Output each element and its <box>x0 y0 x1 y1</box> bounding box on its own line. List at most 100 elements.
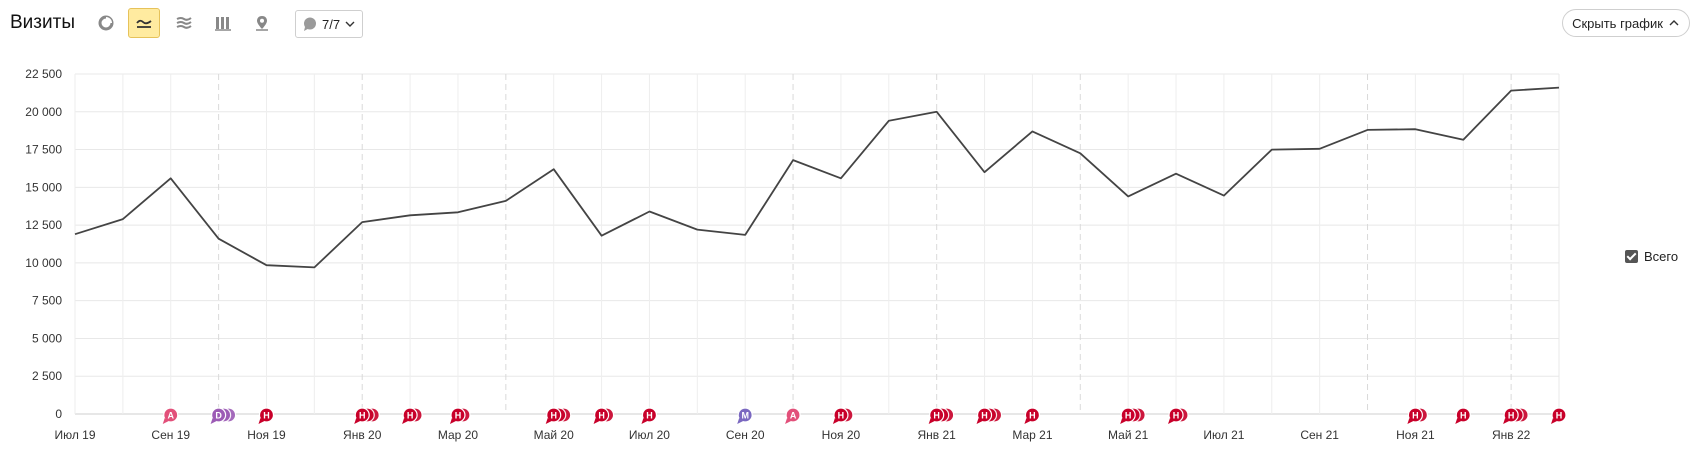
legend-checkbox[interactable] <box>1625 250 1638 263</box>
pie-chart-icon <box>98 15 114 31</box>
hide-chart-button[interactable]: Скрыть график <box>1562 9 1690 37</box>
x-tick-label: Мар 21 <box>1012 428 1052 442</box>
legend-label: Всего <box>1644 249 1679 264</box>
stacked-area-button[interactable] <box>168 8 200 38</box>
map-button[interactable] <box>246 8 278 38</box>
note-marker-letter: Н <box>407 411 414 421</box>
note-marker-letter: Н <box>598 411 605 421</box>
note-marker <box>1455 407 1471 423</box>
note-marker-tail <box>641 418 648 424</box>
line-chart-button[interactable] <box>128 8 160 38</box>
y-tick-label: 12 500 <box>25 218 62 232</box>
note-marker-tail <box>593 418 600 424</box>
note-marker <box>929 407 945 423</box>
visits-line-chart: 0 2 500 5 000 7 500 10 000 12 500 15 000 17 500… <box>25 67 1567 442</box>
x-tick-label: Ноя 19 <box>247 428 286 442</box>
note-marker-letter: Н <box>933 411 940 421</box>
note-marker-letter: Н <box>1412 411 1419 421</box>
y-tick-label: 5 000 <box>32 331 62 345</box>
note-marker-tail <box>210 418 217 424</box>
note-marker-tail <box>545 418 552 424</box>
note-marker <box>163 407 179 423</box>
note-marker <box>976 407 993 423</box>
note-marker-letter: Н <box>1029 411 1036 421</box>
note-marker-letter: Н <box>1173 411 1180 421</box>
note-marker-tail <box>1024 418 1031 424</box>
note-marker <box>641 407 658 423</box>
x-tick-label: Сен 19 <box>151 428 190 442</box>
note-marker-tail <box>449 418 456 424</box>
chevron-up-icon <box>1669 20 1679 26</box>
y-tick-label: 2 500 <box>32 369 62 383</box>
report-title: Визиты <box>10 12 75 33</box>
x-tick-label: Сен 21 <box>1300 428 1339 442</box>
x-tick-label: Июл 19 <box>54 428 95 442</box>
note-marker-letter: Н <box>981 411 988 421</box>
note-marker-letter: М <box>741 411 749 421</box>
note-marker-tail <box>976 418 983 424</box>
bar-chart-button[interactable] <box>207 8 239 38</box>
x-tick-label: Май 21 <box>1108 428 1149 442</box>
x-tick-label: Янв 20 <box>343 428 382 442</box>
stacked-area-icon <box>176 17 192 29</box>
note-marker-tail <box>737 418 744 424</box>
note-marker-letter: Н <box>838 411 845 421</box>
notes-filter-button[interactable]: 7/7 <box>295 10 363 38</box>
note-marker <box>450 407 466 423</box>
note-marker <box>833 407 849 423</box>
note-marker-letter: Н <box>359 411 366 421</box>
pie-chart-button[interactable] <box>90 8 122 38</box>
y-tick-label: 7 500 <box>32 294 62 308</box>
note-marker <box>737 407 753 423</box>
hide-chart-label: Скрыть график <box>1572 15 1663 31</box>
note-marker-tail <box>1551 418 1557 424</box>
note-marker-tail <box>402 418 409 424</box>
note-marker <box>546 407 562 423</box>
y-tick-label: 10 000 <box>25 256 62 270</box>
x-tick-label: Ноя 20 <box>822 428 861 442</box>
note-marker <box>785 407 801 423</box>
note-marker <box>258 407 275 423</box>
note-marker-tail <box>1407 418 1414 424</box>
note-marker <box>1168 407 1184 423</box>
note-marker-tail <box>1503 418 1510 424</box>
note-marker-letter: Н <box>1508 411 1515 421</box>
x-tick-label: Янв 22 <box>1492 428 1531 442</box>
note-marker-tail <box>928 418 935 424</box>
note-marker-tail <box>258 418 265 424</box>
legend[interactable]: Всего <box>1625 249 1678 264</box>
y-tick-label: 20 000 <box>25 105 62 119</box>
note-marker <box>1407 407 1423 423</box>
note-marker <box>211 407 227 423</box>
x-tick-label: Июл 20 <box>629 428 670 442</box>
chevron-down-icon <box>345 21 355 27</box>
note-marker-letter: D <box>215 411 222 421</box>
note-marker-letter: Н <box>455 411 462 421</box>
note-marker-tail <box>1168 418 1175 424</box>
note-marker <box>1024 407 1041 423</box>
x-tick-label: Май 20 <box>534 428 575 442</box>
map-pin-icon <box>256 16 268 31</box>
note-marker <box>1551 407 1567 423</box>
note-marker <box>1503 407 1519 423</box>
note-marker <box>1120 407 1136 423</box>
bar-chart-icon <box>215 17 231 31</box>
note-marker-letter: А <box>790 411 797 421</box>
note-marker-letter: Н <box>1125 411 1132 421</box>
x-tick-label: Сен 20 <box>726 428 765 442</box>
note-marker-tail <box>785 418 792 424</box>
note-marker-tail <box>832 418 839 424</box>
note-marker-tail <box>1120 418 1127 424</box>
note-marker-letter: Н <box>1460 411 1467 421</box>
series-line-total <box>74 86 1560 269</box>
line-chart-icon <box>136 19 152 28</box>
comment-icon <box>304 17 316 31</box>
x-tick-label: Июл 21 <box>1203 428 1244 442</box>
x-tick-label: Мар 20 <box>438 428 478 442</box>
note-marker <box>593 407 610 423</box>
y-tick-label: 0 <box>55 407 62 421</box>
note-marker-tail <box>1455 418 1462 424</box>
note-marker-tail <box>162 418 169 424</box>
notes-count: 7/7 <box>322 16 341 32</box>
chart-toolbar: Визиты <box>0 0 1693 46</box>
